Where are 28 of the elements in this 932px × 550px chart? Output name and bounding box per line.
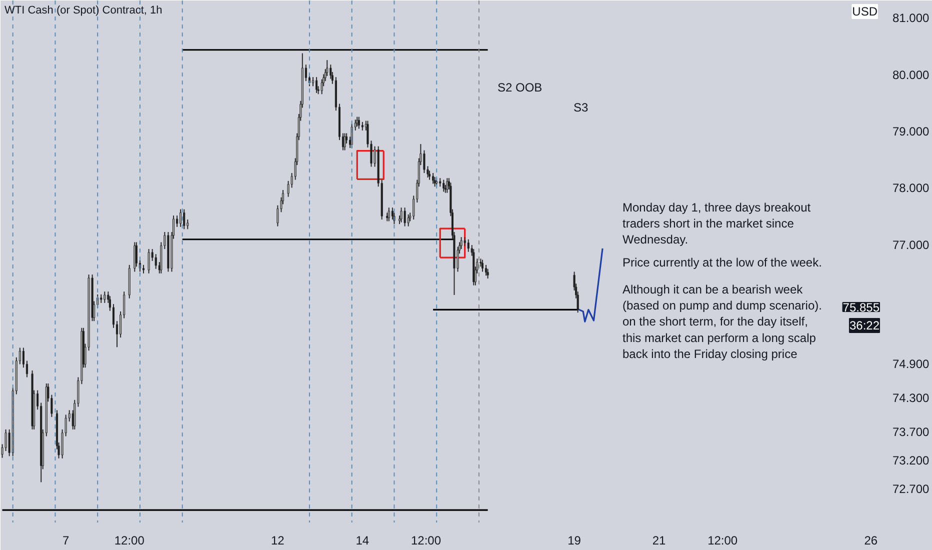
annotation: Monday day 1, three days breakout traders short in the market since Wednesday. — [622, 200, 812, 247]
y-tick-label: 73.700 — [892, 425, 930, 440]
x-tick-label: 14 — [356, 534, 370, 548]
annotation: S2 OOB — [498, 80, 542, 94]
annotation: 36:22 — [849, 318, 880, 332]
x-tick-label: 12:00 — [410, 534, 442, 548]
chart-title: WTI Cash (or Spot) Contract, 1h — [4, 4, 162, 16]
x-tick-label: 7 — [62, 534, 70, 548]
y-tick-label: 80.000 — [892, 68, 930, 82]
y-tick-label: 77.000 — [892, 238, 930, 252]
x-tick-label: 12 — [271, 534, 285, 548]
y-tick-label: 74.900 — [892, 357, 930, 372]
x-tick-label: 12:00 — [708, 534, 738, 548]
annotation: Although it can be a bearish week (based on pump and dump scenario). on the short term, for the day itself, this market can perform a long scalp back into the Friday closing price — [622, 282, 822, 361]
x-tick-label: 21 — [652, 534, 666, 548]
y-tick-label: 79.000 — [892, 124, 930, 138]
y-axis-title: USD — [852, 4, 878, 18]
y-tick-label: 78.000 — [892, 181, 930, 196]
annotation: S3 — [574, 100, 589, 114]
y-tick-label: 74.300 — [892, 391, 930, 406]
x-tick-label: 26 — [864, 534, 878, 548]
y-tick-label: 72.700 — [892, 482, 930, 496]
x-tick-label: 12:00 — [114, 534, 145, 548]
y-tick-label: 73.200 — [892, 454, 930, 468]
annotation: 75.855 — [842, 300, 880, 314]
annotation: Price currently at the low of the week. — [622, 256, 822, 270]
x-tick-label: 19 — [568, 534, 582, 548]
y-tick-label: 81.000 — [892, 11, 930, 26]
